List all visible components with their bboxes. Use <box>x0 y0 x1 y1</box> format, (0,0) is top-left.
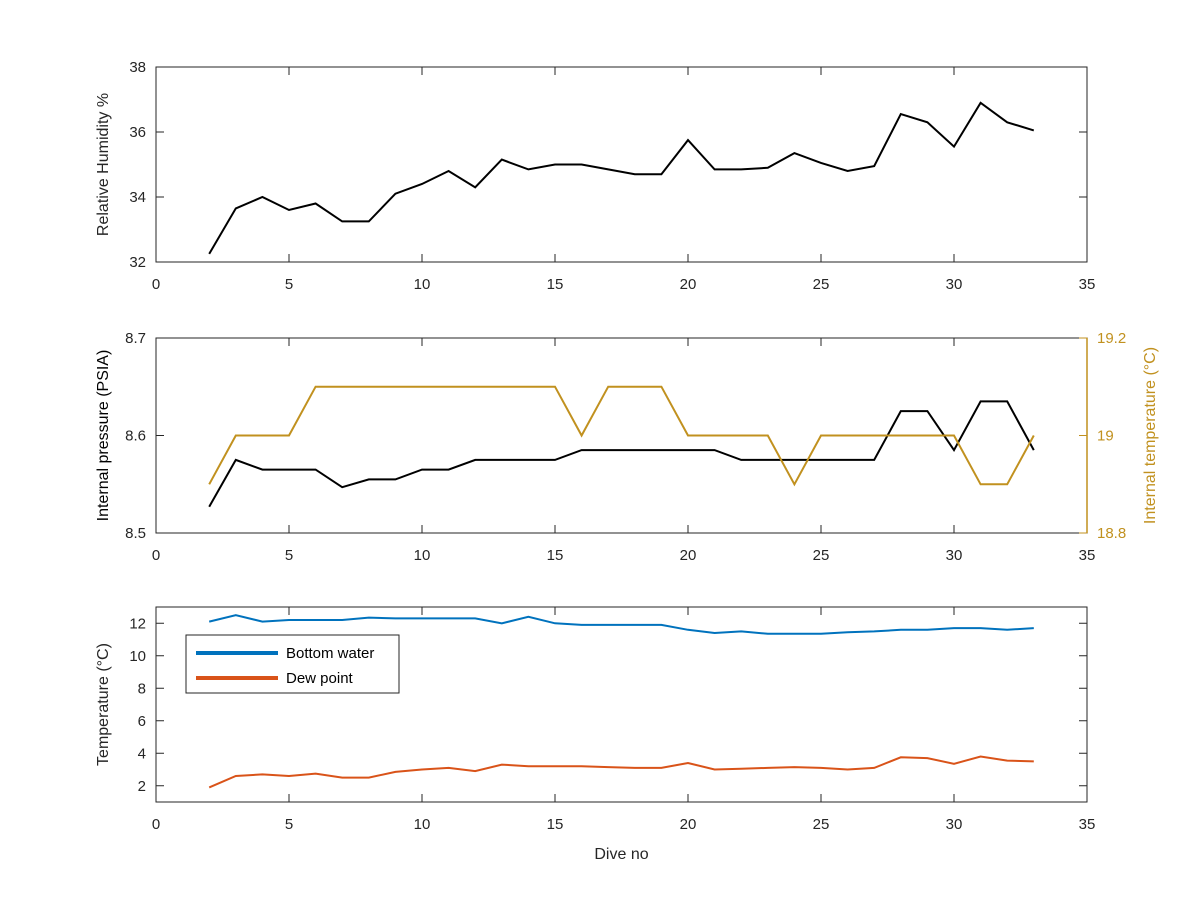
x-tick-label: 35 <box>1079 547 1096 564</box>
y-tick-label: 38 <box>129 59 146 76</box>
x-tick-label: 30 <box>946 276 963 293</box>
x-tick-label: 35 <box>1079 816 1096 833</box>
legend-label: Bottom water <box>286 645 374 662</box>
x-tick-label: 25 <box>813 547 830 564</box>
y-tick-label: 12 <box>129 615 146 632</box>
y2-axis-label: Internal temperature (°C) <box>1142 347 1159 524</box>
x-axis-label: Dive no <box>594 846 648 863</box>
x-tick-label: 10 <box>414 816 431 833</box>
x-tick-label: 5 <box>285 816 293 833</box>
y-tick-label: 8.5 <box>125 525 146 542</box>
y-tick-label: 36 <box>129 124 146 141</box>
series-line-3-2 <box>208 755 1034 789</box>
x-tick-label: 5 <box>285 547 293 564</box>
x-tick-label: 35 <box>1079 276 1096 293</box>
y-axis-label: Relative Humidity % <box>95 93 112 236</box>
x-tick-label: 30 <box>946 816 963 833</box>
x-tick-label: 15 <box>547 547 564 564</box>
series-line-3-1 <box>208 614 1034 635</box>
x-tick-label: 20 <box>680 547 697 564</box>
y-axis-label: Internal pressure (PSIA) <box>95 350 112 522</box>
y-tick-label: 10 <box>129 648 146 665</box>
y2-tick-label: 19.2 <box>1097 330 1126 347</box>
x-tick-label: 20 <box>680 816 697 833</box>
y-tick-label: 8.6 <box>125 428 146 445</box>
legend-label: Dew point <box>286 670 354 687</box>
y2-tick-label: 18.8 <box>1097 525 1126 542</box>
y-tick-label: 32 <box>129 254 146 271</box>
x-tick-label: 0 <box>152 816 160 833</box>
axes-frame <box>155 66 1088 263</box>
y-tick-label: 34 <box>129 189 146 206</box>
x-tick-label: 25 <box>813 816 830 833</box>
series-line-1-1 <box>208 101 1035 255</box>
y-tick-label: 2 <box>138 778 146 795</box>
x-tick-label: 30 <box>946 547 963 564</box>
y-tick-label: 4 <box>138 745 146 762</box>
x-tick-label: 20 <box>680 276 697 293</box>
series-line-2-1 <box>208 400 1035 508</box>
subplot-3 <box>155 606 1088 803</box>
y-tick-label: 6 <box>138 713 146 730</box>
x-tick-label: 5 <box>285 276 293 293</box>
x-tick-label: 0 <box>152 547 160 564</box>
x-tick-label: 15 <box>547 276 564 293</box>
x-tick-label: 10 <box>414 276 431 293</box>
series-line-2-2 <box>208 385 1035 487</box>
x-tick-label: 15 <box>547 816 564 833</box>
subplot-2 <box>155 337 1088 534</box>
legend-box <box>185 634 400 694</box>
x-tick-label: 10 <box>414 547 431 564</box>
y2-tick-label: 19 <box>1097 428 1114 445</box>
subplot-1 <box>155 66 1088 263</box>
y-tick-label: 8.7 <box>125 330 146 347</box>
y-axis-label: Temperature (°C) <box>95 643 112 766</box>
y-tick-label: 8 <box>138 680 146 697</box>
x-tick-label: 25 <box>813 276 830 293</box>
x-tick-label: 0 <box>152 276 160 293</box>
axes-frame <box>155 606 1088 803</box>
legend <box>185 634 400 694</box>
